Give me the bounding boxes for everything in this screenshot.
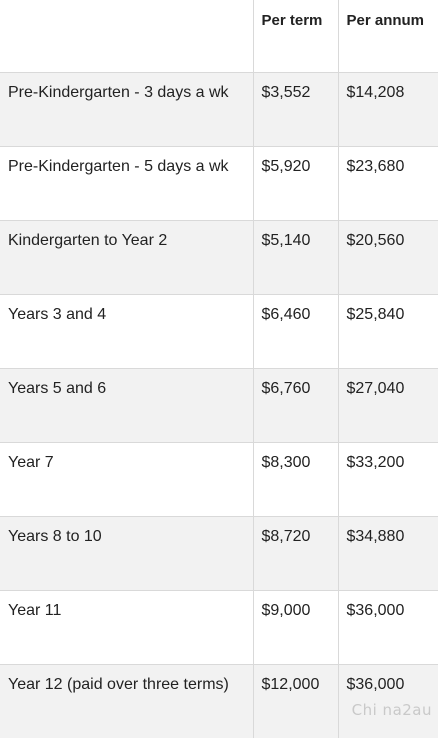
header-cell-level bbox=[0, 0, 253, 73]
header-cell-per-term: Per term bbox=[253, 0, 338, 73]
per-term-cell: $6,460 bbox=[253, 295, 338, 369]
level-cell: Kindergarten to Year 2 bbox=[0, 221, 253, 295]
table-row: Years 3 and 4 $6,460 $25,840 bbox=[0, 295, 438, 369]
per-term-cell: $8,720 bbox=[253, 517, 338, 591]
per-term-cell: $9,000 bbox=[253, 591, 338, 665]
per-term-cell: $6,760 bbox=[253, 369, 338, 443]
table-row: Years 8 to 10 $8,720 $34,880 bbox=[0, 517, 438, 591]
per-annum-cell: $36,000 bbox=[338, 591, 438, 665]
level-cell: Years 3 and 4 bbox=[0, 295, 253, 369]
level-cell: Year 7 bbox=[0, 443, 253, 517]
level-cell: Years 8 to 10 bbox=[0, 517, 253, 591]
table-row: Year 11 $9,000 $36,000 bbox=[0, 591, 438, 665]
per-annum-cell: $33,200 bbox=[338, 443, 438, 517]
per-term-cell: $5,140 bbox=[253, 221, 338, 295]
table-row: Pre-Kindergarten - 5 days a wk $5,920 $2… bbox=[0, 147, 438, 221]
per-annum-cell: $20,560 bbox=[338, 221, 438, 295]
level-cell: Pre-Kindergarten - 3 days a wk bbox=[0, 73, 253, 147]
per-term-cell: $3,552 bbox=[253, 73, 338, 147]
per-annum-cell: $25,840 bbox=[338, 295, 438, 369]
per-annum-cell: $34,880 bbox=[338, 517, 438, 591]
per-annum-cell: $14,208 bbox=[338, 73, 438, 147]
per-term-cell: $8,300 bbox=[253, 443, 338, 517]
level-cell: Year 12 (paid over three terms) bbox=[0, 665, 253, 738]
table-row: Pre-Kindergarten - 3 days a wk $3,552 $1… bbox=[0, 73, 438, 147]
level-cell: Years 5 and 6 bbox=[0, 369, 253, 443]
per-annum-cell: $23,680 bbox=[338, 147, 438, 221]
header-cell-per-annum: Per annum bbox=[338, 0, 438, 73]
level-cell: Year 11 bbox=[0, 591, 253, 665]
per-annum-cell: $27,040 bbox=[338, 369, 438, 443]
watermark: Chi na2au bbox=[352, 701, 432, 719]
per-term-cell: $12,000 bbox=[253, 665, 338, 738]
table-row: Years 5 and 6 $6,760 $27,040 bbox=[0, 369, 438, 443]
per-term-cell: $5,920 bbox=[253, 147, 338, 221]
table-row: Kindergarten to Year 2 $5,140 $20,560 bbox=[0, 221, 438, 295]
level-cell: Pre-Kindergarten - 5 days a wk bbox=[0, 147, 253, 221]
header-row: Per term Per annum bbox=[0, 0, 438, 73]
table-row: Year 7 $8,300 $33,200 bbox=[0, 443, 438, 517]
